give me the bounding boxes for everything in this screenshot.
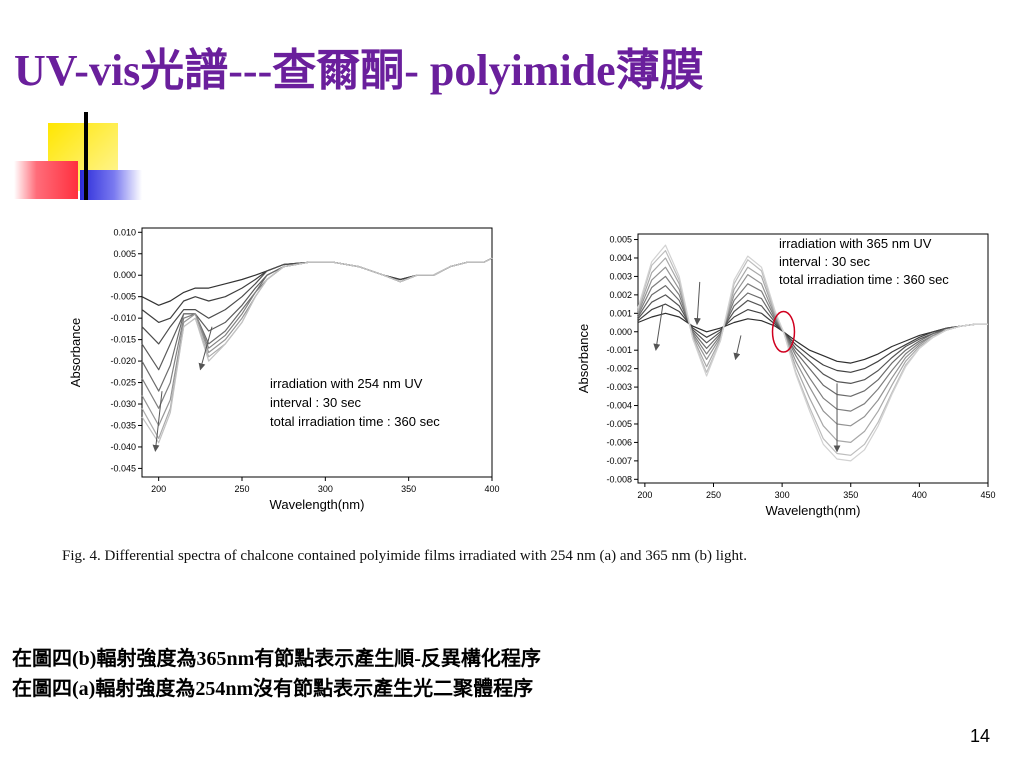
chart-b-x-tick-label: 350 — [843, 490, 858, 500]
chart-b-y-tick-label: 0.003 — [609, 271, 632, 281]
chart-b-arrow-3 — [733, 335, 742, 361]
chart-b-x-tick-label: 250 — [706, 490, 721, 500]
chart-b-y-tick-label: 0.004 — [609, 253, 632, 263]
chart-a-y-tick-label: -0.005 — [110, 292, 136, 302]
chart-a-frame — [141, 227, 493, 478]
chart-b-y-tick-label: -0.002 — [606, 364, 632, 374]
chart-b-y-tick-label: -0.008 — [606, 474, 632, 484]
chart-b-arrow-1 — [653, 305, 664, 351]
chart-a-y-tick-label: -0.015 — [110, 335, 136, 345]
chart-a-y-tick-label: -0.010 — [110, 313, 136, 323]
chart-a-y-tick-label: -0.020 — [110, 356, 136, 366]
chart-b-series-line-6 — [637, 266, 988, 427]
decor-vertical-line — [84, 112, 88, 200]
chart-a-annotation-line-3: total irradiation time : 360 sec — [270, 414, 440, 429]
chart-b-x-tick-label: 200 — [637, 490, 652, 500]
chart-a-series-line-5 — [141, 257, 493, 392]
chart-a-series-line-2 — [141, 257, 493, 324]
chart-a-annotation-line-1: irradiation with 254 nm UV — [270, 376, 423, 391]
chart-a-annotation-line-2: interval : 30 sec — [270, 395, 362, 410]
chart-a-series-line-9 — [141, 257, 493, 444]
chart-b-series-line-2 — [637, 303, 988, 373]
chart-a-x-tick-label: 200 — [151, 484, 166, 494]
chart-a-series-line-8 — [141, 257, 493, 439]
chart-b-annotation-line-1: irradiation with 365 nm UV — [779, 236, 932, 251]
chart-a-x-axis-label: Wavelength(nm) — [270, 497, 365, 512]
chart-b-annotation-line-2: interval : 30 sec — [779, 254, 871, 269]
decor-red-bar — [14, 161, 78, 199]
page-number: 14 — [969, 726, 990, 746]
chart-b-series-line-3 — [637, 294, 988, 384]
chart-b-annotation-line-3: total irradiation time : 360 sec — [779, 272, 949, 287]
chart-b-y-tick-label: -0.003 — [606, 382, 632, 392]
chart-a-y-tick-label: -0.045 — [110, 463, 136, 473]
chart-a-arrow-2 — [152, 391, 163, 452]
chart-b-y-tick-label: 0.000 — [609, 327, 632, 337]
chart-b: 0.005 0.004 0.003 0.002 0.001 0.000 -0.001 -0.0… — [576, 233, 996, 518]
chart-a-arrow-1 — [198, 326, 213, 371]
chart-b-y-tick-label: 0.005 — [609, 235, 632, 245]
decor-blue-bar — [80, 170, 142, 200]
chart-b-series-line-1 — [637, 312, 988, 364]
chart-b-x-axis-label: Wavelength(nm) — [766, 503, 861, 518]
chart-a-series-line-3 — [141, 257, 493, 345]
chart-b-series-line-9 — [637, 244, 988, 462]
chart-a-x-tick-label: 250 — [234, 484, 249, 494]
chart-b-x-tick-label: 450 — [980, 490, 995, 500]
chart-b-y-tick-label: -0.005 — [606, 419, 632, 429]
chart-a: 0.010 0.005 0.000 -0.005 -0.010 -0.015 -0.020 -… — [68, 227, 500, 512]
chart-a-y-axis-label: Absorbance — [68, 318, 83, 387]
chart-b-series-line-4 — [637, 284, 988, 397]
body-text: 在圖四(b)輻射強度為365nm有節點表示產生順-反異構化程序 在圖四(a)輻射… — [12, 644, 541, 704]
chart-a-y-tick-label: -0.035 — [110, 420, 136, 430]
body-line-2: 在圖四(a)輻射強度為254nm沒有節點表示產生光二聚體程序 — [12, 678, 534, 700]
slide-title: UV-vis光譜---查爾酮- polyimide薄膜 — [14, 46, 704, 95]
chart-b-y-tick-label: 0.001 — [609, 308, 632, 318]
chart-b-frame — [637, 233, 989, 484]
chart-b-x-tick-label: 400 — [912, 490, 927, 500]
chart-a-x-tick-label: 300 — [318, 484, 333, 494]
chart-a-x-tick-label: 350 — [401, 484, 416, 494]
chart-b-container: 0.005 0.004 0.003 0.002 0.001 0.000 -0.001 -0.0… — [574, 216, 1006, 533]
chart-b-y-tick-label: -0.001 — [606, 345, 632, 355]
chart-b-y-tick-label: -0.004 — [606, 401, 632, 411]
chart-b-series-line-5 — [637, 275, 988, 412]
chart-b-y-axis-label: Absorbance — [576, 324, 591, 393]
chart-a-y-tick-label: -0.030 — [110, 399, 136, 409]
chart-a-x-tick-label: 400 — [484, 484, 499, 494]
figure-caption: Fig. 4. Differential spectra of chalcone… — [62, 548, 747, 564]
chart-b-node-circle — [771, 310, 796, 353]
chart-a-y-tick-label: 0.005 — [113, 249, 136, 259]
chart-a-y-tick-label: -0.040 — [110, 442, 136, 452]
chart-a-container: 0.010 0.005 0.000 -0.005 -0.010 -0.015 -0.020 -… — [66, 212, 506, 535]
chart-b-y-tick-label: -0.007 — [606, 456, 632, 466]
chart-a-y-tick-label: -0.025 — [110, 378, 136, 388]
chart-b-y-tick-label: 0.002 — [609, 290, 632, 300]
chart-b-arrow-2 — [693, 281, 701, 326]
chart-a-y-tick-label: 0.010 — [113, 227, 136, 237]
chart-b-y-tick-label: -0.006 — [606, 437, 632, 447]
chart-a-series-line-1 — [141, 257, 493, 306]
chart-b-x-tick-label: 300 — [775, 490, 790, 500]
body-line-1: 在圖四(b)輻射強度為365nm有節點表示產生順-反異構化程序 — [12, 648, 541, 670]
chart-a-y-tick-label: 0.000 — [113, 270, 136, 280]
